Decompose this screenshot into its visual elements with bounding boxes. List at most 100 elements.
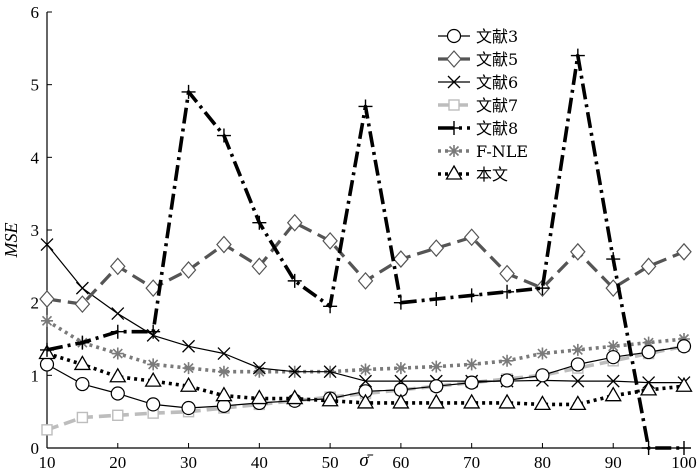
data-point bbox=[607, 340, 620, 353]
data-point bbox=[569, 395, 587, 411]
data-point bbox=[429, 292, 444, 307]
y-tick-label: 1 bbox=[31, 366, 40, 385]
data-point bbox=[533, 395, 552, 411]
data-point bbox=[217, 365, 230, 378]
data-point bbox=[253, 365, 266, 378]
data-point bbox=[112, 409, 124, 421]
data-point bbox=[464, 288, 479, 303]
data-point bbox=[641, 441, 656, 455]
data-point bbox=[74, 295, 91, 314]
data-point bbox=[323, 365, 337, 379]
data-point bbox=[640, 257, 657, 276]
data-point bbox=[570, 48, 585, 63]
x-axis-label: σ̄ bbox=[359, 450, 373, 471]
legend-label: 文献6 bbox=[476, 73, 518, 92]
data-point bbox=[146, 397, 161, 412]
data-point bbox=[216, 235, 232, 254]
data-point bbox=[250, 389, 268, 405]
data-point bbox=[570, 357, 585, 372]
data-point bbox=[359, 363, 372, 376]
data-point bbox=[323, 299, 338, 314]
data-point bbox=[392, 393, 410, 409]
data-point bbox=[287, 273, 302, 288]
data-point bbox=[145, 279, 161, 298]
data-point bbox=[288, 365, 302, 379]
data-point bbox=[501, 354, 514, 367]
data-point bbox=[606, 374, 620, 388]
data-point bbox=[465, 358, 478, 371]
data-point bbox=[76, 411, 89, 424]
data-point bbox=[429, 379, 444, 394]
y-axis-label: MSE bbox=[1, 223, 21, 259]
legend-marker bbox=[446, 50, 462, 68]
x-tick-label: 100 bbox=[671, 453, 697, 472]
plot-area bbox=[38, 48, 693, 455]
data-point bbox=[75, 281, 89, 295]
data-point bbox=[606, 252, 621, 267]
series-5 bbox=[40, 48, 691, 455]
legend-marker bbox=[447, 75, 461, 89]
data-point bbox=[217, 347, 231, 360]
legend-entry: 文献8 bbox=[438, 119, 518, 138]
data-point bbox=[111, 347, 124, 360]
data-point bbox=[40, 342, 54, 357]
data-point bbox=[430, 360, 443, 373]
data-point bbox=[500, 284, 515, 299]
data-point bbox=[109, 257, 126, 276]
data-point bbox=[40, 238, 54, 251]
data-point bbox=[144, 371, 162, 387]
legend-label: 文献3 bbox=[476, 27, 518, 46]
x-tick-label: 10 bbox=[39, 453, 56, 472]
data-point bbox=[571, 374, 585, 388]
y-tick-label: 2 bbox=[31, 294, 40, 313]
data-point bbox=[676, 242, 692, 261]
legend-label: F-NLE bbox=[476, 142, 528, 161]
series-line bbox=[46, 221, 685, 306]
data-point bbox=[499, 264, 515, 283]
data-point bbox=[464, 375, 479, 390]
data-point bbox=[359, 374, 372, 388]
legend-marker bbox=[448, 145, 460, 157]
data-point bbox=[215, 386, 233, 402]
data-point bbox=[180, 261, 197, 279]
y-tick-label: 3 bbox=[31, 221, 40, 240]
series-7 bbox=[38, 344, 693, 411]
legend-label: 文献5 bbox=[476, 50, 518, 69]
data-point bbox=[428, 239, 445, 258]
data-point bbox=[394, 362, 407, 375]
data-point bbox=[252, 215, 267, 230]
legend-entry: F-NLE bbox=[438, 142, 528, 161]
legend-marker bbox=[445, 164, 463, 180]
data-point bbox=[111, 307, 125, 321]
data-point bbox=[357, 271, 374, 290]
data-point bbox=[216, 128, 231, 143]
x-tick-label: 70 bbox=[463, 453, 480, 472]
data-point bbox=[604, 386, 622, 402]
data-point bbox=[393, 250, 409, 268]
legend-label: 文献8 bbox=[476, 119, 518, 138]
data-point bbox=[286, 389, 304, 405]
data-point bbox=[181, 400, 196, 416]
x-tick-label: 30 bbox=[180, 453, 197, 472]
data-point bbox=[41, 314, 53, 327]
legend-entry: 文献5 bbox=[438, 50, 518, 69]
data-point bbox=[146, 324, 161, 339]
y-tick-label: 4 bbox=[31, 148, 40, 167]
legend-entry: 文献3 bbox=[438, 27, 518, 46]
x-tick-label: 20 bbox=[109, 453, 126, 472]
data-point bbox=[182, 362, 195, 375]
data-point bbox=[73, 355, 92, 371]
tick-labels: 0 1 2 3 4 5 6 10 20 30 40 50 60 70 80 90 100 bbox=[31, 3, 697, 472]
data-point bbox=[182, 339, 196, 353]
data-point bbox=[642, 336, 655, 349]
x-tick-label: 80 bbox=[534, 453, 551, 472]
data-point bbox=[321, 391, 339, 407]
data-point bbox=[606, 350, 621, 365]
legend-marker bbox=[448, 99, 460, 111]
y-tick-label: 0 bbox=[31, 439, 40, 458]
data-point bbox=[75, 335, 90, 350]
x-tick-label: 50 bbox=[322, 453, 339, 472]
data-point bbox=[676, 339, 692, 354]
data-point bbox=[499, 373, 515, 388]
data-point bbox=[536, 347, 549, 360]
